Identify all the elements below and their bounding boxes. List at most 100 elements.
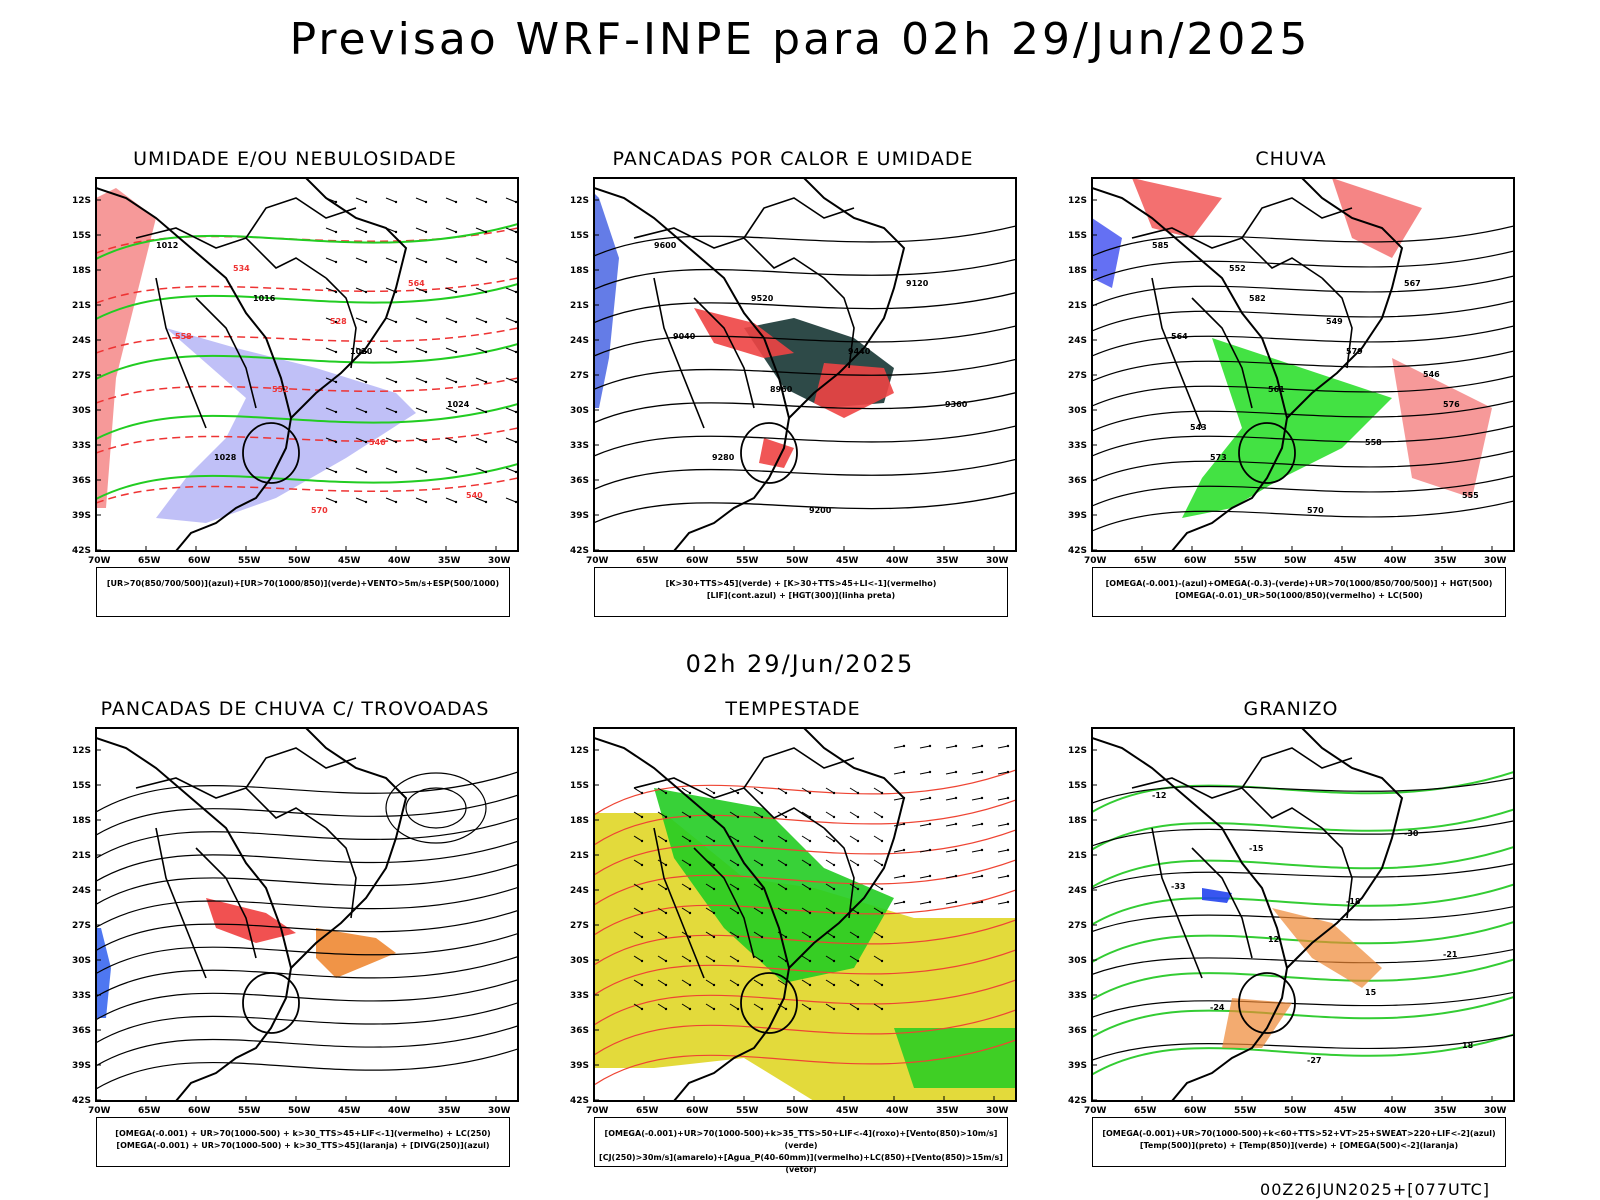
contour-label: -21 [1443,950,1458,959]
contour-label: 579 [1346,347,1363,356]
lon-tick-label: 35W [1434,1106,1457,1116]
lon-tick-label: 35W [1434,556,1457,566]
lon-tick-label: 45W [1334,1106,1357,1116]
lat-tick-label: 21S [570,301,589,311]
lat-tick-label: 30S [570,406,589,416]
lon-tick-label: 50W [1284,1106,1307,1116]
lon-tick-label: 65W [138,556,161,566]
lon-tick-label: 40W [388,1106,411,1116]
lon-tick-label: 50W [288,1106,311,1116]
lat-tick-label: 36S [72,476,91,486]
lat-tick-label: 27S [72,921,91,931]
lat-tick-label: 33S [1068,991,1087,1001]
lat-tick-label: 39S [570,1061,589,1071]
lat-tick-label: 27S [1068,371,1087,381]
lat-tick-label: 39S [72,1061,91,1071]
lat-tick-label: 15S [72,781,91,791]
lon-tick-label: 55W [238,556,261,566]
legend-box: [OMEGA(-0.001)+UR>70(1000-500)+k<60+TTS>… [1092,1117,1506,1167]
lon-tick-label: 70W [586,1106,609,1116]
lon-tick-label: 70W [586,556,609,566]
contour-label: -12 [1152,791,1166,800]
contour-label: 576 [1443,400,1460,409]
lon-tick-label: 30W [1484,1106,1507,1116]
contour-label: 564 [408,279,425,288]
lon-tick-label: 30W [986,1106,1009,1116]
lat-tick-label: 30S [72,956,91,966]
legend-line: [OMEGA(-0.01)_UR>50(1000/850)(vermelho) … [1175,591,1423,600]
lat-tick-label: 42S [570,1096,589,1106]
contour-label: 564 [1171,332,1188,341]
lat-tick-label: 12S [1068,746,1087,756]
lon-tick-label: 45W [836,1106,859,1116]
lon-tick-label: 60W [1184,1106,1207,1116]
contour-label: 570 [311,506,328,515]
contour-label: 1028 [214,453,237,462]
lon-tick-label: 60W [188,1106,211,1116]
contour-label: 555 [1462,491,1479,500]
lat-tick-label: 36S [570,1026,589,1036]
contour-label: 9280 [712,453,735,462]
legend-box: [OMEGA(-0.001)-(azul)+OMEGA(-0.3)-(verde… [1092,567,1506,617]
lat-tick-label: 24S [72,886,91,896]
lon-tick-label: 70W [88,556,111,566]
contour-label: 558 [1365,438,1382,447]
lon-tick-label: 50W [1284,556,1307,566]
lon-tick-label: 35W [936,1106,959,1116]
legend-line: [OMEGA(-0.001)+UR>70(1000-500)+k<60+TTS>… [1102,1129,1496,1138]
lat-tick-label: 15S [72,231,91,241]
lat-tick-label: 18S [570,266,589,276]
legend-box: [OMEGA(-0.001) + UR>70(1000-500) + k>30_… [96,1117,510,1167]
lon-tick-label: 40W [1384,1106,1407,1116]
lat-tick-label: 12S [72,746,91,756]
contour-label: 12 [1268,935,1279,944]
lat-tick-label: 39S [72,511,91,521]
contour-label: 552 [1229,264,1246,273]
lon-tick-label: 30W [1484,556,1507,566]
lat-tick-label: 42S [72,546,91,556]
lat-tick-label: 27S [570,371,589,381]
lat-tick-label: 21S [570,851,589,861]
lat-tick-label: 24S [72,336,91,346]
contour-label: 546 [1423,370,1440,379]
lat-tick-label: 30S [1068,406,1087,416]
contour-label: 1012 [156,241,178,250]
lon-tick-label: 60W [188,556,211,566]
panel-title: PANCADAS DE CHUVA C/ TROVOADAS [100,698,490,720]
lon-tick-label: 30W [488,1106,511,1116]
lat-tick-label: 15S [570,231,589,241]
panel-title: GRANIZO [1243,698,1339,720]
weather-map: 585 582 579 576 573 570 567 564 561 558 555 552 549 5… [1068,177,1515,566]
lat-tick-label: 36S [1068,476,1087,486]
middle-date-label: 02h 29/Jun/2025 [685,650,915,678]
lat-tick-label: 33S [72,991,91,1001]
lat-tick-label: 33S [72,441,91,451]
legend-line: [OMEGA(-0.001) + UR>70(1000-500) + k>30_… [115,1129,491,1138]
contour-label: 9360 [945,400,968,409]
lat-tick-label: 36S [1068,1026,1087,1036]
lat-tick-label: 30S [570,956,589,966]
contour-label: 1016 [253,294,276,303]
lat-tick-label: 12S [1068,196,1087,206]
legend-line: [OMEGA(-0.001) + UR>70(1000-500) + k>30_… [116,1141,490,1150]
lat-tick-label: 15S [1068,231,1087,241]
legend-line: [UR>70(850/700/500)](azul)+[UR>70(1000/8… [106,579,500,588]
lon-tick-label: 45W [1334,556,1357,566]
panel-title: TEMPESTADE [725,698,861,720]
lat-tick-label: 12S [72,196,91,206]
contour-label: 552 [272,385,289,394]
lat-tick-label: 42S [570,546,589,556]
contour-label: 9600 [654,241,677,250]
lon-tick-label: 55W [238,1106,261,1116]
lon-tick-label: 45W [338,1106,361,1116]
lat-tick-label: 24S [570,336,589,346]
lat-tick-label: 21S [72,851,91,861]
lon-tick-label: 70W [88,1106,111,1116]
lat-tick-label: 18S [72,816,91,826]
lon-tick-label: 40W [886,556,909,566]
lat-tick-label: 39S [570,511,589,521]
weather-map: -12 -15 -18 -21 -24 -27 -30 -33 12 15 18 12S 15S 18S 2… [1068,727,1515,1116]
lat-tick-label: 21S [1068,851,1087,861]
panel-title: CHUVA [1255,148,1327,170]
